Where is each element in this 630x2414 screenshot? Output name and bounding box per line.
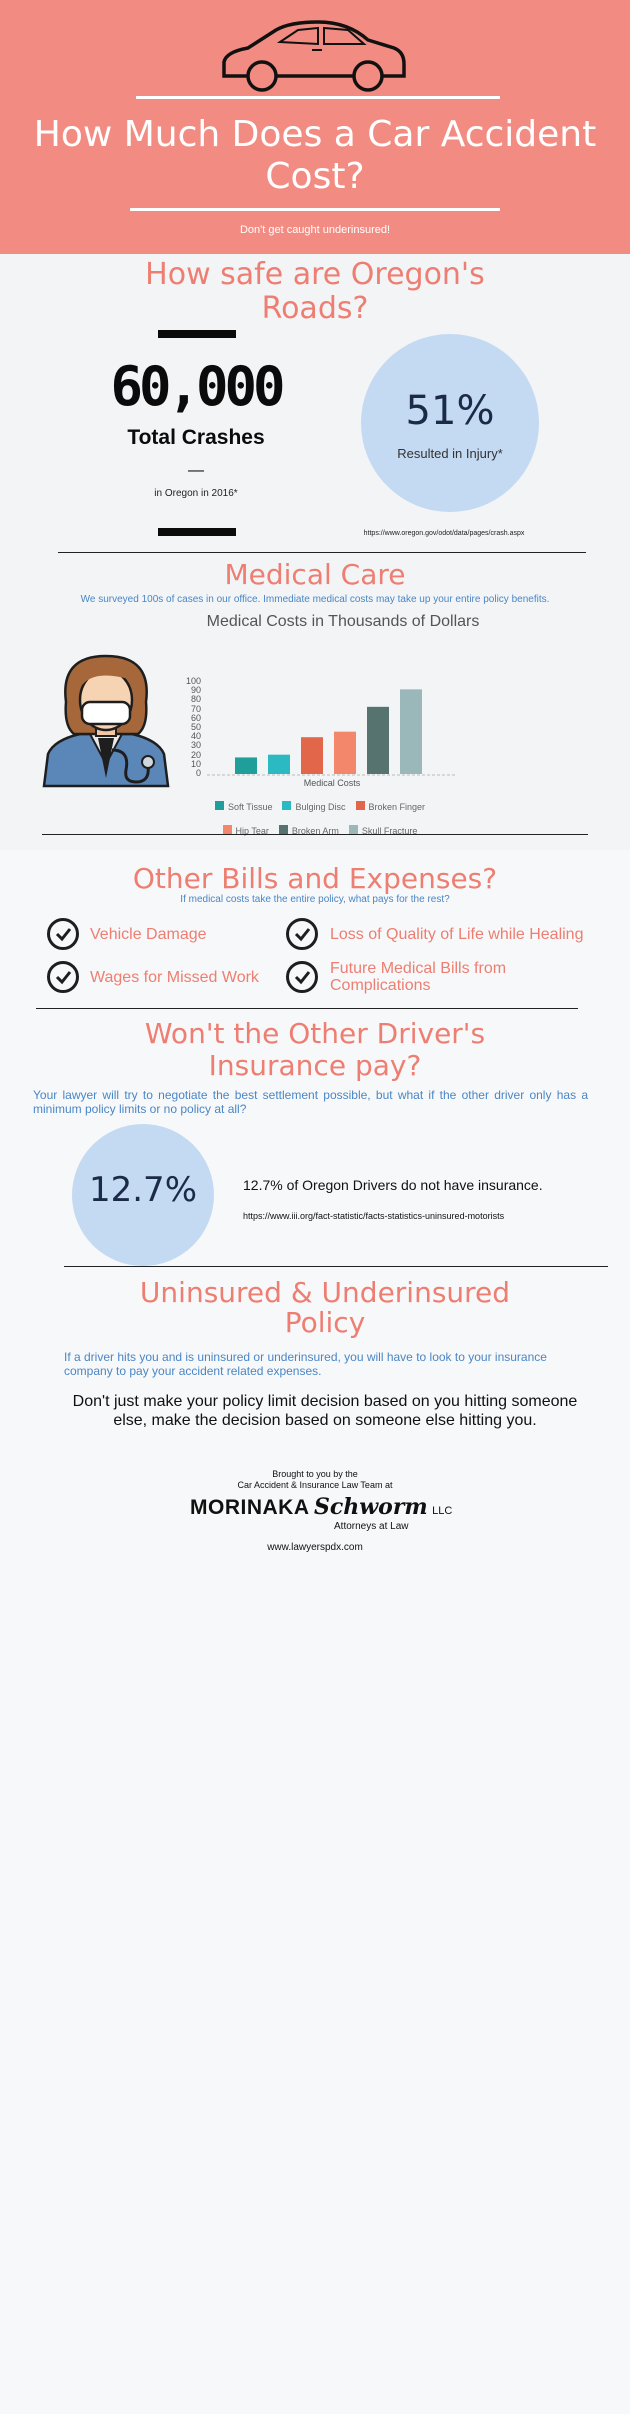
uninsured-source: https://www.iii.org/fact-statistic/facts…: [243, 1211, 505, 1221]
legend-swatch: [278, 825, 288, 834]
page-subtitle: Don't get caught underinsured!: [239, 224, 391, 236]
y-tick-label: 50: [190, 722, 201, 732]
legend-label: Hip Tear: [235, 826, 269, 836]
check-icon: [286, 918, 318, 950]
policy-text: If a driver hits you and is uninsured or…: [64, 1350, 547, 1378]
legend-label: Broken Finger: [368, 802, 426, 812]
uninsured-statement: 12.7% of Oregon Drivers do not have insu…: [243, 1177, 543, 1193]
crashes-bar-top: [158, 330, 236, 338]
expense-item-quality-of-life: Loss of Quality of Life while Healing: [330, 926, 584, 943]
divider-3: [36, 1008, 578, 1009]
header-rule-top: [136, 96, 500, 99]
crashes-dash: —: [188, 462, 204, 479]
legend-swatch: [355, 801, 365, 810]
y-tick-label: 20: [190, 749, 201, 760]
divider-1: [58, 552, 586, 553]
legend-item: Broken Arm: [278, 821, 339, 838]
expense-item-wages: Wages for Missed Work: [90, 969, 259, 986]
legend-swatch: [214, 801, 224, 810]
brand-name-2: Schworm: [313, 1494, 428, 1520]
legend-item: Skull Fracture: [348, 821, 418, 838]
uninsured-circle: [72, 1124, 214, 1266]
policy-advice: Don't just make your policy limit decisi…: [72, 1393, 578, 1429]
expense-item-vehicle-damage: Vehicle Damage: [90, 926, 207, 943]
medical-heading: Medical Care: [224, 558, 406, 591]
footer-website[interactable]: www.lawyerspdx.com: [267, 1542, 363, 1553]
check-icon: [286, 961, 318, 993]
other-driver-text: Your lawyer will try to negotiate the be…: [33, 1088, 588, 1116]
brand-logo: MORINAKA Schworm LLC: [190, 1494, 480, 1522]
safety-heading: How safe are Oregon's Roads?: [145, 257, 485, 326]
brand-tagline: Attorneys at Law: [334, 1521, 409, 1532]
expenses-heading: Other Bills and Expenses?: [132, 862, 498, 895]
y-tick-label: 30: [190, 740, 201, 751]
legend-item: Soft Tissue: [214, 797, 273, 814]
injury-circle: [361, 334, 539, 512]
crashes-bar-bottom: [158, 528, 236, 536]
legend-label: Skull Fracture: [361, 826, 418, 836]
injury-percent: 51%: [405, 388, 495, 434]
header-banner: [0, 0, 630, 254]
check-icon: [47, 918, 79, 950]
chart-legend: Soft Tissue Bulging Disc Broken Finger Hip …: [170, 797, 470, 845]
legend-row: Soft Tissue Bulging Disc Broken Finger: [170, 797, 470, 815]
y-tick-label: 60: [190, 712, 201, 723]
brand-name-3: LLC: [432, 1505, 453, 1517]
car-icon: [222, 20, 406, 92]
y-tick-label: 70: [190, 703, 201, 714]
bar-broken-arm: [367, 706, 389, 774]
other-driver-heading: Won't the Other Driver's Insurance pay?: [144, 1017, 486, 1082]
chart-x-label: Medical Costs: [303, 778, 361, 788]
legend-row: Hip Tear Broken Arm Skull Fracture: [170, 821, 470, 839]
header-rule-bottom: [130, 208, 500, 211]
chart-plot: [207, 689, 457, 776]
lower-background: [0, 850, 630, 2414]
policy-heading: Uninsured & Underinsured Policy: [139, 1276, 511, 1339]
doctor-icon: [42, 654, 170, 788]
legend-swatch: [222, 825, 232, 834]
legend-label: Broken Arm: [291, 826, 339, 836]
bar-skull-fracture: [400, 689, 422, 774]
legend-swatch: [348, 825, 358, 834]
y-tick-label: 10: [190, 758, 201, 769]
legend-swatch: [282, 801, 292, 810]
legend-item: Hip Tear: [222, 821, 269, 838]
divider-2: [42, 834, 588, 835]
crashes-note: in Oregon in 2016*: [154, 488, 238, 499]
chart-title: Medical Costs in Thousands of Dollars: [206, 613, 480, 630]
brand-name-1: MORINAKA: [190, 1496, 310, 1519]
legend-item: Broken Finger: [355, 797, 426, 814]
bar-hip-tear: [334, 731, 356, 774]
expense-item-future-bills: Future Medical Bills from Complications: [330, 960, 507, 994]
crashes-value: 60,000: [110, 355, 285, 418]
legend-label: Soft Tissue: [227, 802, 273, 812]
legend-label: Bulging Disc: [295, 802, 346, 812]
uninsured-percent: 12.7%: [88, 1170, 197, 1210]
safety-source: https://www.oregon.gov/odot/data/pages/c…: [363, 530, 525, 537]
y-tick-label: 0: [195, 768, 201, 778]
bar-broken-finger: [301, 737, 323, 774]
y-tick-label: 80: [190, 694, 201, 705]
crashes-label: Total Crashes: [127, 426, 265, 449]
legend-item: Bulging Disc: [282, 797, 346, 814]
y-tick-label: 100: [185, 676, 201, 686]
y-tick-label: 40: [190, 731, 201, 742]
footer-brought: Brought to you by the: [272, 1469, 358, 1479]
check-icon: [47, 961, 79, 993]
bar-bulging-disc: [268, 754, 290, 774]
expenses-subheading: If medical costs take the entire policy,…: [180, 894, 450, 905]
y-tick-label: 90: [190, 685, 201, 696]
medical-text: We surveyed 100s of cases in our office.…: [80, 594, 550, 605]
divider-4: [64, 1266, 608, 1267]
injury-label: Resulted in Injury*: [397, 446, 503, 461]
bar-soft-tissue: [235, 757, 257, 774]
footer-team: Car Accident & Insurance Law Team at: [237, 1480, 393, 1490]
page-title: How Much Does a Car Accident Cost?: [33, 114, 597, 197]
